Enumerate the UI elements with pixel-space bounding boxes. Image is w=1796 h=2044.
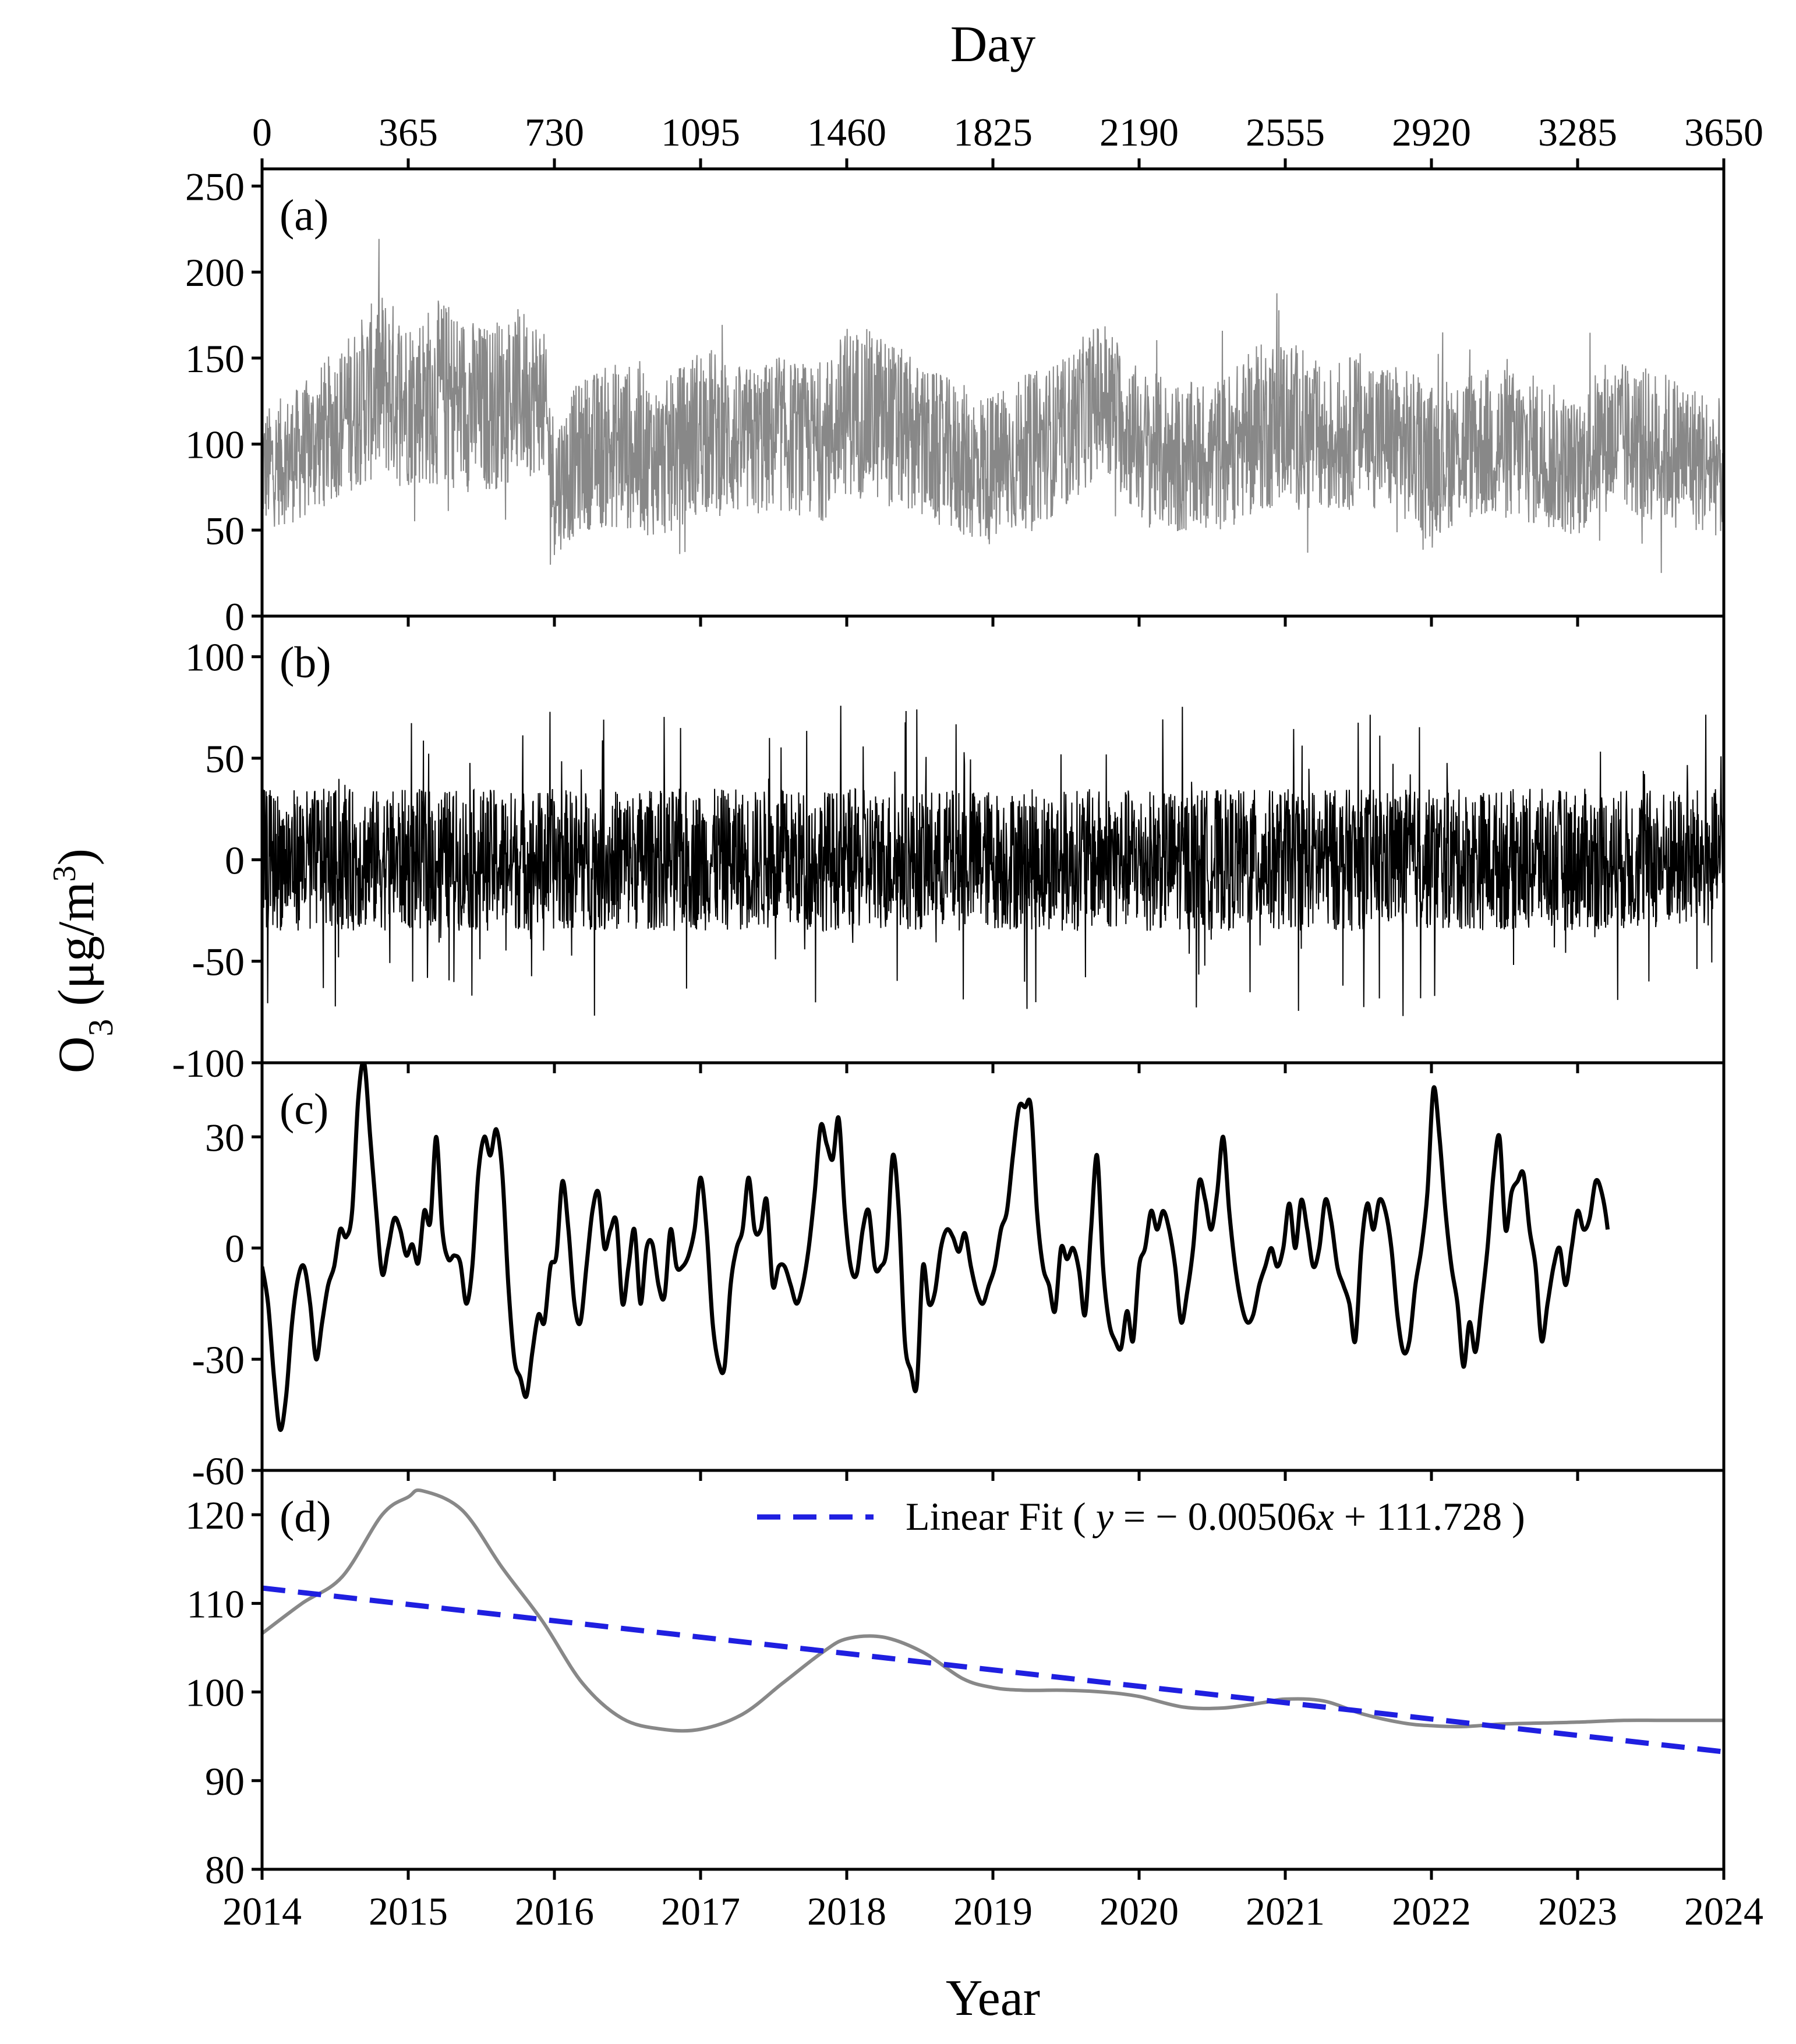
top-x-tick-label: 1460 — [807, 110, 886, 154]
series-trend-line — [262, 1488, 1724, 1733]
panel-b: -100 -50 0 50 100 (b) — [172, 614, 1726, 1085]
series-linear-fit-line — [262, 1585, 1724, 1755]
panel-d-y-axis: 80 90 100 110 120 — [185, 1493, 262, 1892]
top-x-tick-label: 3285 — [1538, 110, 1617, 154]
top-x-tick-label: 0 — [252, 110, 272, 154]
bottom-x-tick-label: 2024 — [1684, 1889, 1763, 1933]
panel-a-plot-area — [262, 239, 1724, 573]
y-axis-title-unit-open: (μg/m — [48, 882, 105, 1019]
bottom-x-tick-label: 2020 — [1099, 1889, 1179, 1933]
bottom-x-tick-label: 2019 — [953, 1889, 1033, 1933]
y-tick-label-d: 80 — [205, 1848, 245, 1892]
panel-c: -60 -30 0 30 (c) — [192, 1061, 1726, 1493]
y-tick-label-c: 0 — [225, 1226, 245, 1271]
y-tick-label-a: 150 — [185, 337, 245, 381]
panel-c-plot-area — [262, 1063, 1610, 1432]
legend-label-part-label-var-x: x — [1316, 1494, 1334, 1539]
panel-tag-b: (b) — [280, 638, 331, 687]
series-short-term-line — [262, 705, 1724, 1016]
bottom-x-tick-label: 2017 — [661, 1889, 740, 1933]
panel-tag-a: (a) — [280, 191, 328, 240]
y-tick-label-a: 0 — [225, 595, 245, 639]
y-axis-title-subscript: 3 — [82, 1019, 120, 1037]
y-tick-label-b: 50 — [205, 737, 245, 781]
legend-label-linear-fit: Linear Fit ( y = − 0.00506x + 111.728 ) — [906, 1494, 1525, 1539]
legend-label-part-label-prefix: Linear Fit ( — [906, 1494, 1096, 1539]
panel-a-y-axis: 0 50 100 150 200 250 — [185, 165, 262, 639]
top-x-tick-label: 3650 — [1684, 110, 1763, 154]
y-axis-title-base: O — [48, 1037, 105, 1074]
bottom-x-tick-label: 2021 — [1246, 1889, 1325, 1933]
top-x-tick-label: 1825 — [953, 110, 1033, 154]
bottom-x-tick-label: 2018 — [807, 1889, 886, 1933]
y-tick-label-a: 250 — [185, 165, 245, 209]
bottom-x-tick-label: 2015 — [369, 1889, 448, 1933]
panel-tag-d: (d) — [280, 1493, 331, 1541]
series-seasonal-line — [262, 1063, 1610, 1432]
panel-d: Linear Fit ( y = − 0.00506x + 111.728 ) 8… — [185, 1469, 1726, 1892]
y-tick-label-a: 100 — [185, 423, 245, 467]
panel-b-plot-area — [262, 705, 1724, 1016]
panel-tag-c: (c) — [280, 1085, 328, 1134]
bottom-x-tick-label: 2023 — [1538, 1889, 1617, 1933]
legend-label-part-label-var-y: y — [1093, 1494, 1114, 1539]
bottom-year-axis: Year 2014 2015 2016 2017 2018 2019 2020 2021 202… — [222, 1889, 1763, 2027]
bottom-x-tick-label: 2014 — [222, 1889, 302, 1933]
series-daily-o3-line — [262, 239, 1724, 573]
y-tick-label-d: 110 — [187, 1582, 245, 1626]
y-tick-label-c: -30 — [192, 1338, 245, 1382]
y-axis-title-superscript: 3 — [47, 865, 83, 882]
y-tick-label-c: 30 — [205, 1115, 245, 1159]
legend-label-part-label-mid: = − 0.00506 — [1113, 1494, 1317, 1539]
y-tick-label-b: -100 — [172, 1041, 245, 1085]
y-axis-title-unit-close: ) — [48, 848, 105, 865]
panel-b-y-axis: -100 -50 0 50 100 — [172, 635, 262, 1085]
y-tick-label-d: 90 — [205, 1759, 245, 1803]
bottom-x-tick-label: 2016 — [515, 1889, 594, 1933]
top-day-axis: Day 0 365 730 1095 1460 1825 2190 2555 2920 3285 3… — [252, 16, 1763, 169]
y-tick-label-b: -50 — [192, 940, 245, 984]
top-x-tick-label: 2190 — [1099, 110, 1179, 154]
bottom-x-tick-label: 2022 — [1392, 1889, 1471, 1933]
legend-label-part-label-suffix: + 111.728 ) — [1334, 1494, 1525, 1539]
top-axis-title: Day — [950, 16, 1036, 73]
top-x-tick-label: 1095 — [661, 110, 740, 154]
top-x-tick-label: 365 — [379, 110, 438, 154]
y-tick-label-b: 0 — [225, 838, 245, 882]
panel-c-y-axis: -60 -30 0 30 — [192, 1115, 262, 1493]
y-tick-label-c: -60 — [192, 1449, 245, 1493]
y-tick-label-d: 120 — [185, 1493, 245, 1537]
top-x-tick-label: 730 — [525, 110, 584, 154]
y-axis-title: O3 (μg/m3) — [47, 848, 120, 1073]
y-tick-label-a: 50 — [205, 508, 245, 553]
legend: Linear Fit ( y = − 0.00506x + 111.728 ) — [757, 1494, 1525, 1539]
panel-a: 0 50 100 150 200 250 (a) — [185, 165, 1726, 639]
bottom-axis-title: Year — [946, 1970, 1040, 2027]
top-x-tick-label: 2555 — [1246, 110, 1325, 154]
top-x-tick-label: 2920 — [1392, 110, 1471, 154]
y-tick-label-d: 100 — [185, 1671, 245, 1715]
panel-d-plot-area — [262, 1488, 1724, 1755]
panels-layer: 0 50 100 150 200 250 (a) -100 -50 0 50 100 (b) -60 -30… — [172, 165, 1726, 1892]
y-tick-label-b: 100 — [185, 635, 245, 680]
y-tick-label-a: 200 — [185, 250, 245, 295]
